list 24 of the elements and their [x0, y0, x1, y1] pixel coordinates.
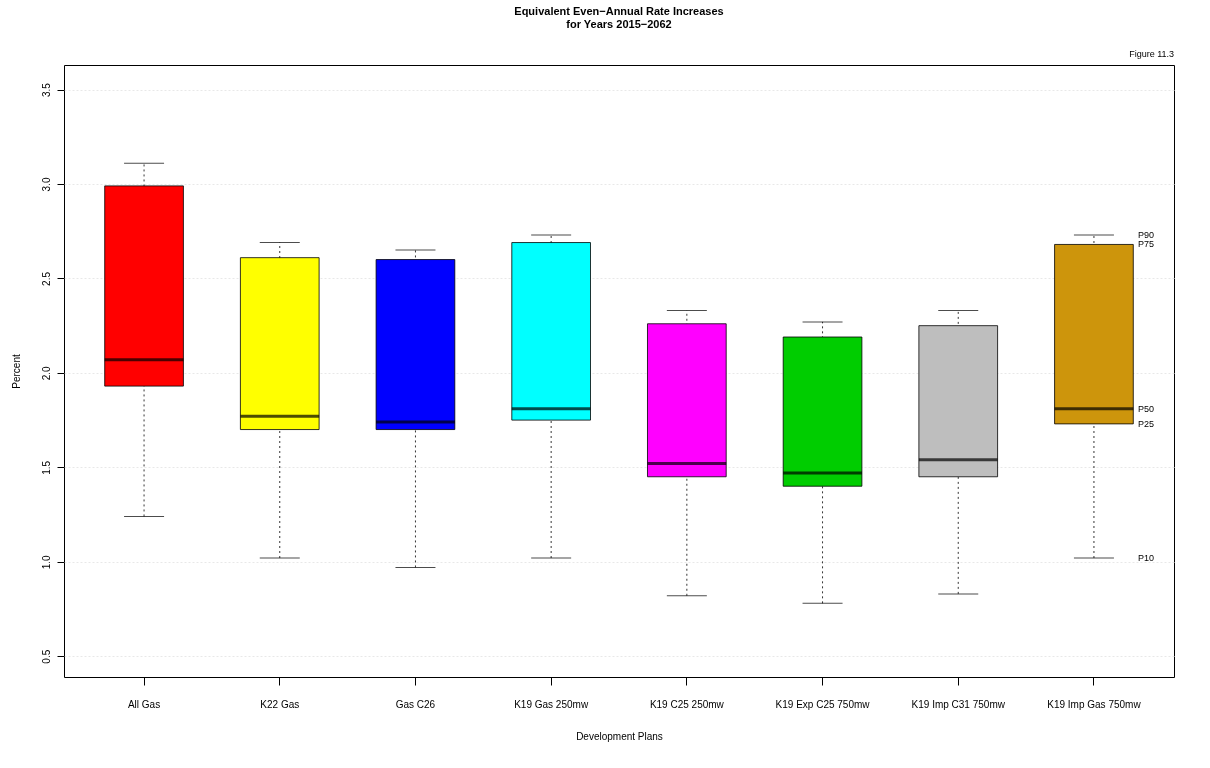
y-tick-label: 0.5	[40, 649, 52, 664]
chart-title: Equivalent Even−Annual Rate Increases for Years 2015−2062	[514, 5, 724, 30]
x-tick-label: K19 Imp C31 750mw	[911, 698, 1006, 710]
y-tick-label: 1.5	[40, 460, 52, 475]
y-tick-label: 2.5	[40, 271, 52, 286]
annotation: P25	[1137, 418, 1154, 429]
caption: Figure 11.3	[1129, 49, 1174, 59]
y-axis-title: Percent	[10, 354, 22, 389]
annotation: P10	[1137, 553, 1154, 563]
annotation: P50	[1137, 403, 1154, 414]
x-tick-label: K19 Exp C25 750mw	[775, 698, 871, 710]
y-tick-label: 3.5	[40, 82, 52, 98]
y-tick-label: 3.0	[40, 177, 52, 192]
y-tick-label: 2.0	[40, 366, 52, 381]
y-tick-label: 1.0	[40, 554, 52, 570]
annotation: P90	[1137, 230, 1154, 240]
x-axis-title: Development Plans	[576, 730, 663, 742]
x-tick-label: K19 C25 250mw	[649, 698, 725, 710]
annotation: P75	[1137, 239, 1154, 250]
x-tick-label: K22 Gas	[260, 698, 300, 710]
x-tick-label: All Gas	[127, 698, 161, 710]
x-tick-label: K19 Gas 250mw	[514, 698, 589, 710]
x-tick-label: K19 Imp Gas 750mw	[1047, 698, 1142, 710]
x-tick-label: Gas C26	[395, 698, 436, 710]
